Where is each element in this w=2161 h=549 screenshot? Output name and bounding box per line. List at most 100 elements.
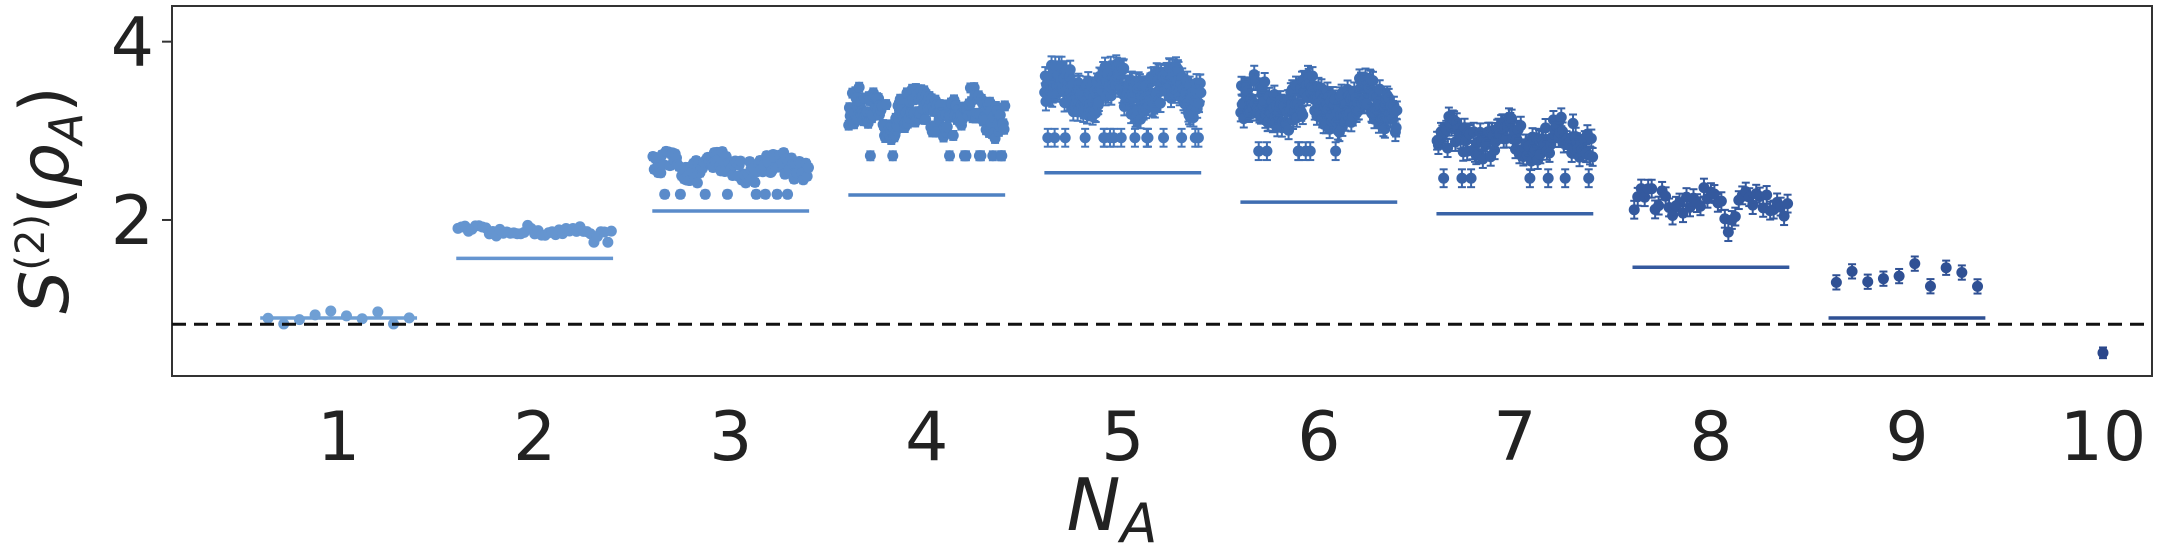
data-point [605,225,617,237]
x-axis: 1 2 3 4 5 6 7 8 9 10 [317,398,2146,477]
data-point [771,188,783,200]
group-5 [1039,54,1207,175]
data-point [1306,70,1318,82]
x-tick-label: 2 [513,398,556,477]
group-10 [2097,346,2109,360]
y-axis-label-sub: A [39,113,93,147]
data-point [309,309,321,321]
data-point [372,306,384,318]
x-tick-label: 1 [317,398,360,477]
x-axis-label-sub: A [1117,492,1157,549]
data-point [1567,117,1579,129]
data-point [1515,120,1527,132]
group-9 [1828,255,1986,320]
data-point [1253,145,1265,157]
data-point [1646,183,1658,195]
data-point [2097,347,2109,359]
data-point [941,121,953,133]
data-point [356,313,368,325]
svg-text:S(2)(ρA): S(2)(ρA) [6,86,93,314]
data-point [1115,132,1127,144]
data-point [1877,273,1889,285]
data-point [1079,132,1091,144]
data-point [880,99,892,111]
x-tick-label: 7 [1493,398,1536,477]
data-point [944,150,956,162]
data-point [1465,172,1477,184]
data-point [1909,258,1921,270]
group-8 [1628,177,1794,269]
data-point [674,188,686,200]
y-axis-label-sup: (2) [8,214,54,271]
data-point [1059,132,1071,144]
data-point [1583,172,1595,184]
data-point [1304,145,1316,157]
data-point [699,188,711,200]
data-point [721,188,733,200]
data-point [1559,172,1571,184]
data-point [1330,145,1342,157]
y-axis: 24 [111,4,172,261]
data-point [1158,132,1170,144]
data-point [1694,200,1706,212]
x-axis-label: NA [1067,463,1158,549]
data-point [975,150,987,162]
data-point [1129,132,1141,144]
y-tick-label: 2 [111,182,154,261]
data-point [403,312,415,324]
data-point [1729,211,1741,223]
data-point [1715,195,1727,207]
data-point [759,188,771,200]
data-point [340,310,352,322]
data-point [801,170,813,182]
data-point [1361,98,1373,110]
x-axis-label-main: N [1067,463,1121,547]
data-point [1259,76,1271,88]
group-3 [647,145,814,213]
data-point [1297,109,1309,121]
data-point [947,129,959,141]
data-point [998,123,1010,135]
data-point [1972,280,1984,292]
data-point [1924,280,1936,292]
data-point [1524,172,1536,184]
y-tick-label: 4 [111,4,154,83]
y-axis-label-open: ( [6,187,85,214]
data-point [1940,262,1952,274]
data-point [602,236,614,248]
data-point [1830,276,1842,288]
data-point [1049,132,1061,144]
data-point [1761,189,1773,201]
plot-frame [171,5,2153,377]
data-point [1442,142,1454,154]
data-point [1540,122,1552,134]
data-point [1367,75,1379,87]
data-point [1653,200,1665,212]
data-point [1782,198,1794,210]
y-axis-label-main: S [6,271,85,314]
x-tick-label: 3 [709,398,752,477]
y-axis-label-close: ) [6,86,85,113]
data-point [853,81,865,93]
x-tick-label: 4 [905,398,948,477]
data-point [1628,204,1640,216]
data-point [1192,132,1204,144]
data-point [262,312,274,324]
data-point [1587,151,1599,163]
data-point [887,150,899,162]
data-point [996,150,1008,162]
data-point [325,305,337,317]
data-point [1118,62,1130,74]
x-tick-label: 6 [1297,398,1340,477]
x-tick-label: 8 [1689,398,1732,477]
data-point [691,177,703,189]
data-point [1064,64,1076,76]
data-point [782,188,794,200]
x-tick-label: 5 [1101,398,1144,477]
data-point [1261,145,1273,157]
data-point [802,162,814,174]
data-point [749,176,761,188]
data-point [1956,267,1968,279]
data-point [1193,97,1205,109]
data-point [1374,83,1386,95]
